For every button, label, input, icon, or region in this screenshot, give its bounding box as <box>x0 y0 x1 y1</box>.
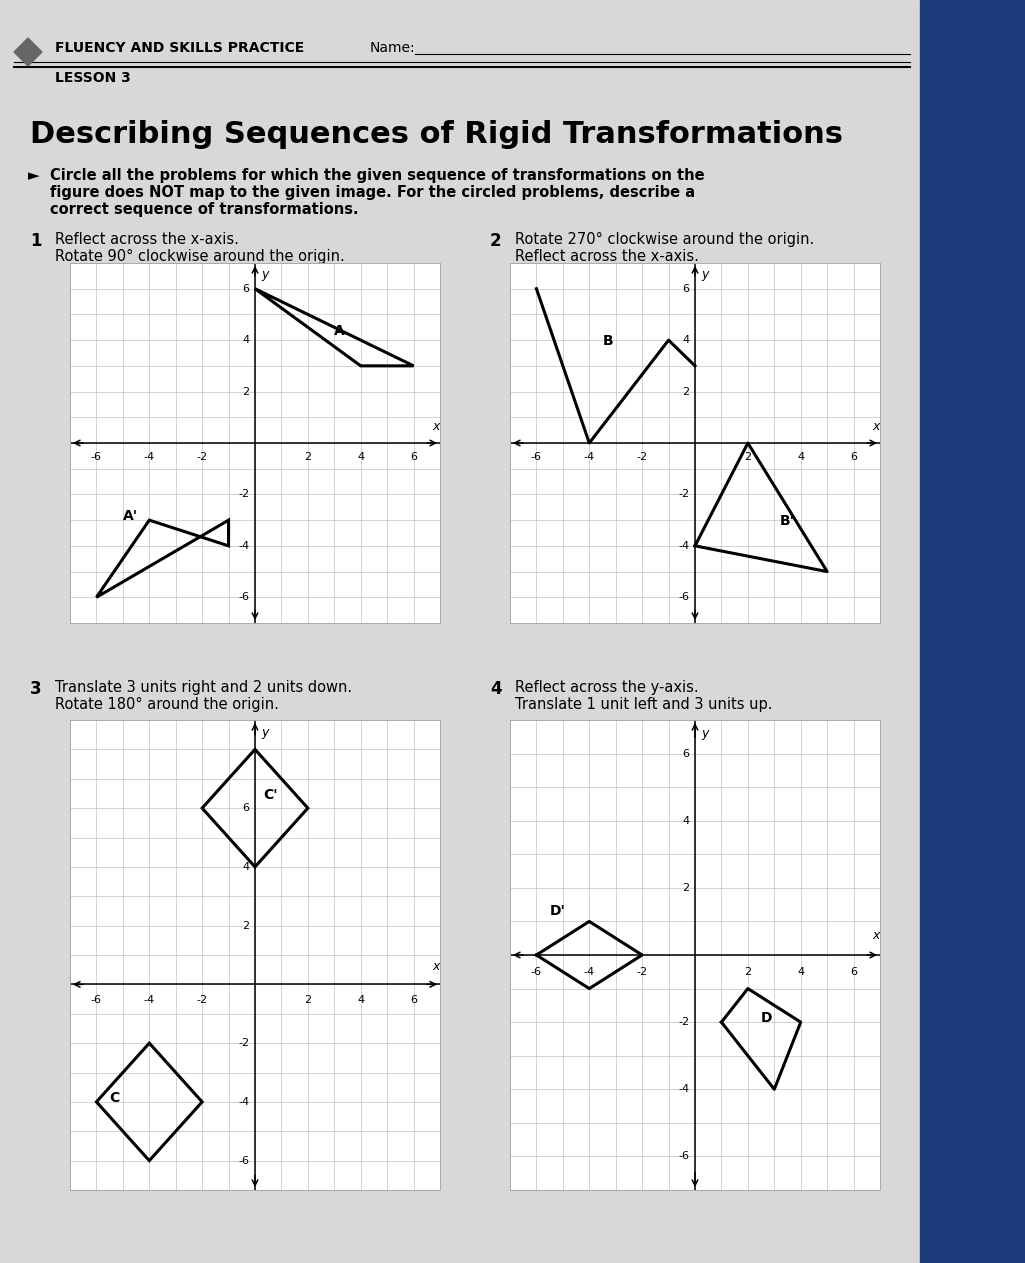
Text: 6: 6 <box>683 749 690 759</box>
Text: 4: 4 <box>797 966 805 976</box>
Text: Reflect across the x-axis.: Reflect across the x-axis. <box>515 249 699 264</box>
Text: Rotate 180° around the origin.: Rotate 180° around the origin. <box>55 697 279 712</box>
Text: -4: -4 <box>144 452 155 462</box>
Text: Translate 1 unit left and 3 units up.: Translate 1 unit left and 3 units up. <box>515 697 773 712</box>
Text: -4: -4 <box>144 995 155 1004</box>
Text: x: x <box>433 960 440 974</box>
Text: -2: -2 <box>637 966 648 976</box>
Polygon shape <box>14 38 42 66</box>
Text: -6: -6 <box>239 1156 250 1166</box>
Text: y: y <box>701 726 709 740</box>
Text: 4: 4 <box>683 335 690 345</box>
Text: 2: 2 <box>744 966 751 976</box>
Text: -4: -4 <box>583 452 594 462</box>
Text: -6: -6 <box>531 452 542 462</box>
Text: -2: -2 <box>239 490 250 499</box>
Text: -6: -6 <box>679 592 690 602</box>
Text: -2: -2 <box>197 452 208 462</box>
Text: -2: -2 <box>239 1038 250 1048</box>
Text: 2: 2 <box>243 386 250 397</box>
Text: FLUENCY AND SKILLS PRACTICE: FLUENCY AND SKILLS PRACTICE <box>55 40 304 56</box>
Text: 4: 4 <box>357 452 364 462</box>
Text: -2: -2 <box>679 1017 690 1027</box>
Text: 6: 6 <box>683 284 690 294</box>
Text: LESSON 3: LESSON 3 <box>55 71 131 85</box>
Text: figure does NOT map to the given image. For the circled problems, describe a: figure does NOT map to the given image. … <box>50 184 695 200</box>
Text: 2: 2 <box>490 232 501 250</box>
Text: B: B <box>603 335 613 349</box>
Text: 2: 2 <box>744 452 751 462</box>
Text: Name:: Name: <box>370 40 415 56</box>
Text: 4: 4 <box>357 995 364 1004</box>
Text: Rotate 270° clockwise around the origin.: Rotate 270° clockwise around the origin. <box>515 232 814 248</box>
Text: 6: 6 <box>850 966 857 976</box>
Text: y: y <box>701 268 709 282</box>
Text: -6: -6 <box>679 1152 690 1162</box>
Text: D': D' <box>549 904 566 918</box>
Text: -6: -6 <box>91 452 101 462</box>
Text: 4: 4 <box>243 861 250 871</box>
Text: -6: -6 <box>531 966 542 976</box>
Text: 2: 2 <box>304 995 312 1004</box>
Text: 2: 2 <box>683 386 690 397</box>
Text: 6: 6 <box>410 452 417 462</box>
Text: C: C <box>110 1091 120 1105</box>
Text: x: x <box>872 421 879 433</box>
Text: Reflect across the y-axis.: Reflect across the y-axis. <box>515 679 699 695</box>
Text: C': C' <box>263 788 278 802</box>
Text: 4: 4 <box>243 335 250 345</box>
Text: 2: 2 <box>683 883 690 893</box>
Text: B': B' <box>780 514 794 528</box>
Text: -2: -2 <box>637 452 648 462</box>
Text: Rotate 90° clockwise around the origin.: Rotate 90° clockwise around the origin. <box>55 249 344 264</box>
Text: -4: -4 <box>239 1096 250 1106</box>
Text: 1: 1 <box>30 232 41 250</box>
Text: x: x <box>872 930 879 942</box>
Text: ►: ► <box>28 168 40 183</box>
Text: 3: 3 <box>30 679 42 698</box>
Text: 4: 4 <box>490 679 501 698</box>
Text: -6: -6 <box>91 995 101 1004</box>
Text: y: y <box>261 268 269 282</box>
Text: Describing Sequences of Rigid Transformations: Describing Sequences of Rigid Transforma… <box>30 120 843 149</box>
Text: 6: 6 <box>850 452 857 462</box>
Text: D: D <box>762 1012 773 1026</box>
Text: Translate 3 units right and 2 units down.: Translate 3 units right and 2 units down… <box>55 679 353 695</box>
Bar <box>920 0 1025 1263</box>
Text: A: A <box>334 325 345 338</box>
Text: Circle all the problems for which the given sequence of transformations on the: Circle all the problems for which the gi… <box>50 168 704 183</box>
Text: -4: -4 <box>583 966 594 976</box>
Text: -4: -4 <box>239 541 250 551</box>
Text: A': A' <box>123 509 138 523</box>
Text: 4: 4 <box>683 816 690 826</box>
Text: 6: 6 <box>243 803 250 813</box>
Text: -2: -2 <box>679 490 690 499</box>
Text: 2: 2 <box>304 452 312 462</box>
Text: 6: 6 <box>243 284 250 294</box>
Text: x: x <box>433 421 440 433</box>
Text: 2: 2 <box>243 921 250 931</box>
Text: Reflect across the x-axis.: Reflect across the x-axis. <box>55 232 239 248</box>
Text: -6: -6 <box>239 592 250 602</box>
Text: -2: -2 <box>197 995 208 1004</box>
Text: correct sequence of transformations.: correct sequence of transformations. <box>50 202 359 217</box>
Text: 6: 6 <box>410 995 417 1004</box>
Text: 4: 4 <box>797 452 805 462</box>
Text: y: y <box>261 726 269 739</box>
Text: -4: -4 <box>679 1085 690 1094</box>
Text: -4: -4 <box>679 541 690 551</box>
